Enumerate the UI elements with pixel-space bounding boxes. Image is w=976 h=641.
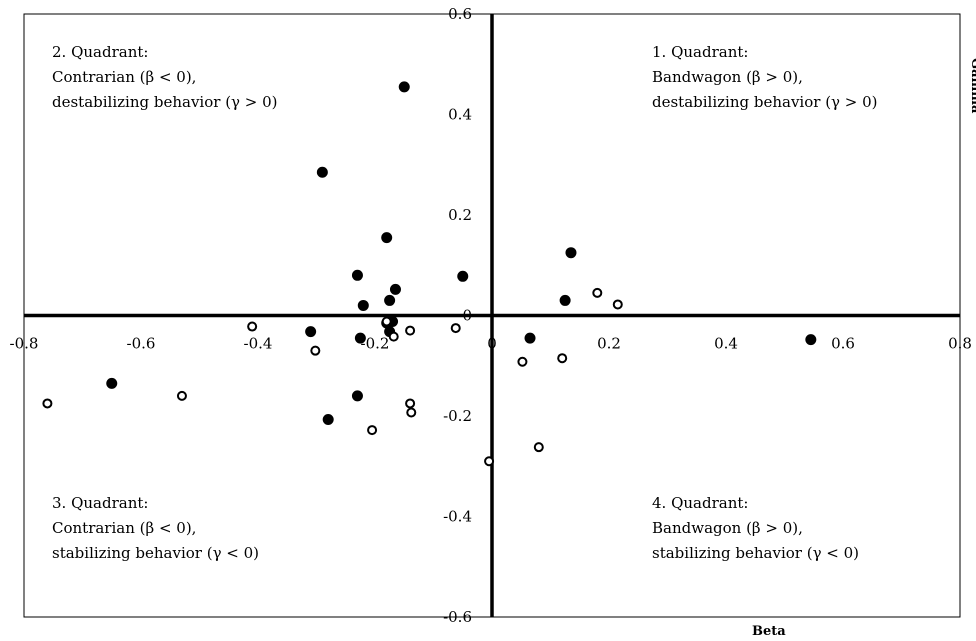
data-point-filled	[806, 335, 816, 345]
x-tick-label: -0.6	[127, 335, 156, 353]
quadrant-text-line: destabilizing behavior (γ > 0)	[52, 93, 278, 111]
data-point-filled	[355, 333, 365, 343]
data-point-open	[535, 443, 543, 451]
data-point-open	[390, 333, 398, 341]
quadrant-text-line: 3. Quadrant:	[52, 494, 148, 512]
y-tick-label: 0.4	[448, 106, 472, 124]
y-tick-label: 0	[462, 307, 472, 325]
data-point-filled	[458, 271, 468, 281]
data-point-filled	[385, 295, 395, 305]
data-point-filled	[323, 415, 333, 425]
x-tick-label: 0	[487, 335, 497, 353]
quadrant-text-line: Bandwagon (β > 0),	[652, 68, 803, 86]
quadrant-text-line: destabilizing behavior (γ > 0)	[652, 93, 878, 111]
data-point-filled	[390, 284, 400, 294]
quadrant-text-line: Contrarian (β < 0),	[52, 68, 196, 86]
data-point-open	[178, 392, 186, 400]
data-point-open	[485, 457, 493, 465]
quadrant-label-bottom-right: 4. Quadrant: Bandwagon (β > 0), stabilizin…	[652, 494, 859, 562]
data-point-filled	[382, 233, 392, 243]
y-axis-title: Gamma	[968, 58, 976, 114]
quadrant-text-line: 4. Quadrant:	[652, 494, 748, 512]
x-tick-label: 0.6	[831, 335, 855, 353]
x-tick-label: 0.2	[597, 335, 621, 353]
data-point-filled	[560, 295, 570, 305]
data-point-open	[311, 347, 319, 355]
quadrant-text-line: 2. Quadrant:	[52, 43, 148, 61]
data-point-open	[406, 327, 414, 335]
quadrant-text-line: 1. Quadrant:	[652, 43, 748, 61]
y-tick-label: 0.6	[448, 5, 472, 23]
data-point-filled	[358, 300, 368, 310]
y-tick-label: 0.2	[448, 206, 472, 224]
data-point-open	[368, 426, 376, 434]
y-tick-label: -0.2	[443, 407, 472, 425]
data-point-open	[593, 289, 601, 297]
y-tick-label: -0.6	[443, 608, 472, 626]
quadrant-label-bottom-left: 3. Quadrant: Contrarian (β < 0), stabilizi…	[52, 494, 259, 562]
quadrant-label-top-right: 1. Quadrant: Bandwagon (β > 0), destabiliz…	[652, 43, 878, 111]
data-point-filled	[399, 82, 409, 92]
data-point-open	[614, 300, 622, 308]
data-point-filled	[352, 391, 362, 401]
data-point-filled	[566, 248, 576, 258]
x-tick-label: -0.4	[244, 335, 273, 353]
data-point-filled	[525, 333, 535, 343]
data-point-open	[518, 358, 526, 366]
quadrant-text-line: Bandwagon (β > 0),	[652, 519, 803, 537]
data-point-filled	[317, 167, 327, 177]
data-point-open	[407, 408, 415, 416]
quadrant-label-top-left: 2. Quadrant: Contrarian (β < 0), destabili…	[52, 43, 278, 111]
x-tick-label: 0.8	[948, 335, 972, 353]
quadrant-text-line: stabilizing behavior (γ < 0)	[652, 544, 859, 562]
y-tick-label: -0.4	[443, 508, 472, 526]
data-points	[43, 82, 815, 465]
x-axis-title: Beta	[752, 624, 786, 639]
data-point-open	[383, 318, 391, 326]
x-tick-label: -0.8	[10, 335, 39, 353]
data-point-filled	[107, 378, 117, 388]
data-point-open	[248, 323, 256, 331]
data-point-open	[406, 399, 414, 407]
data-point-filled	[306, 327, 316, 337]
x-tick-labels: -0.8 -0.6 -0.4 -0.2 0 0.2 0.4 0.6 0.8	[10, 335, 972, 353]
x-tick-label: 0.4	[714, 335, 738, 353]
data-point-open	[43, 399, 51, 407]
quadrant-text-line: stabilizing behavior (γ < 0)	[52, 544, 259, 562]
quadrant-text-line: Contrarian (β < 0),	[52, 519, 196, 537]
data-point-open	[452, 324, 460, 332]
data-point-open	[558, 354, 566, 362]
data-point-filled	[352, 270, 362, 280]
